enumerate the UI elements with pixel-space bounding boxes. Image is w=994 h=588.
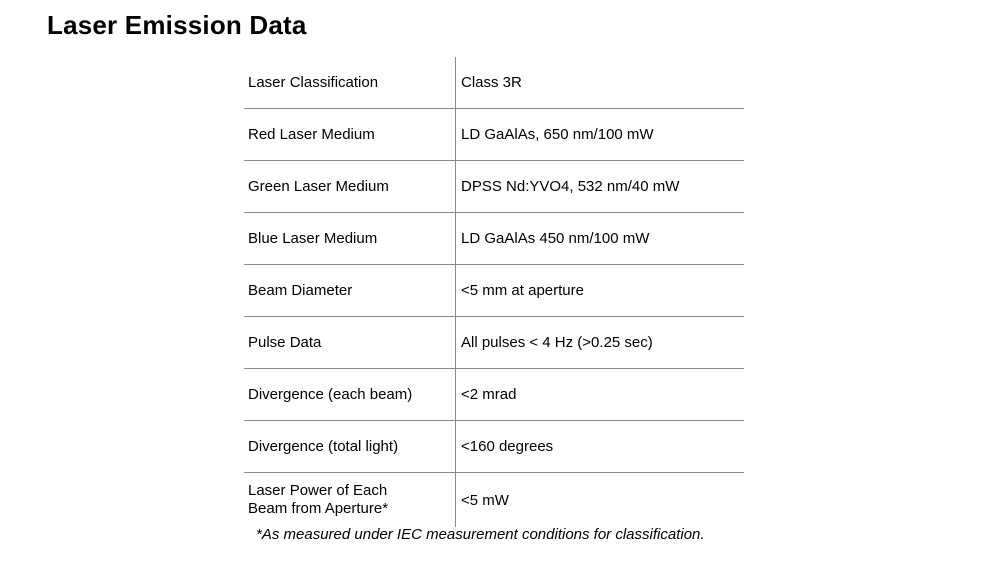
row-label: Divergence (each beam) bbox=[248, 385, 413, 403]
column-divider bbox=[455, 57, 456, 527]
row-value: <5 mm at aperture bbox=[461, 282, 584, 299]
row-value: <160 degrees bbox=[461, 438, 554, 455]
table-row: Green Laser Medium DPSS Nd:YVO4, 532 nm/… bbox=[244, 161, 744, 213]
table-row: Laser Power of Each Beam from Aperture* … bbox=[244, 473, 744, 527]
table-row: Blue Laser Medium LD GaAlAs 450 nm/100 m… bbox=[244, 213, 744, 265]
table-row: Pulse Data All pulses < 4 Hz (>0.25 sec) bbox=[244, 317, 744, 369]
row-label: Pulse Data bbox=[248, 333, 322, 351]
row-label: Divergence (total light) bbox=[248, 437, 399, 455]
table-row: Beam Diameter <5 mm at aperture bbox=[244, 265, 744, 317]
row-label: Laser Power of Each Beam from Aperture* bbox=[244, 482, 456, 518]
laser-emission-table: Laser Classification Class 3R Red Laser … bbox=[244, 57, 744, 527]
page-title: Laser Emission Data bbox=[47, 10, 307, 40]
table-row: Divergence (total light) <160 degrees bbox=[244, 421, 744, 473]
row-value: LD GaAlAs, 650 nm/100 mW bbox=[461, 126, 654, 143]
row-label-line-2: Beam from Aperture* bbox=[248, 500, 389, 517]
row-label: Green Laser Medium bbox=[248, 177, 389, 195]
row-value: Class 3R bbox=[461, 74, 522, 91]
table-row: Laser Classification Class 3R bbox=[244, 57, 744, 109]
row-label: Beam Diameter bbox=[248, 281, 353, 299]
row-value: All pulses < 4 Hz (>0.25 sec) bbox=[461, 334, 653, 351]
row-value: <5 mW bbox=[461, 491, 509, 509]
row-label-line-1: Laser Power of Each bbox=[248, 482, 388, 499]
table-row: Red Laser Medium LD GaAlAs, 650 nm/100 m… bbox=[244, 109, 744, 161]
row-label: Blue Laser Medium bbox=[248, 229, 378, 247]
table-row: Divergence (each beam) <2 mrad bbox=[244, 369, 744, 421]
row-value: DPSS Nd:YVO4, 532 nm/40 mW bbox=[461, 178, 680, 195]
row-value: <2 mrad bbox=[461, 386, 517, 403]
row-label: Laser Classification bbox=[248, 73, 379, 91]
row-value: LD GaAlAs 450 nm/100 mW bbox=[461, 230, 650, 247]
row-label: Red Laser Medium bbox=[248, 125, 375, 143]
footnote: *As measured under IEC measurement condi… bbox=[256, 526, 705, 543]
